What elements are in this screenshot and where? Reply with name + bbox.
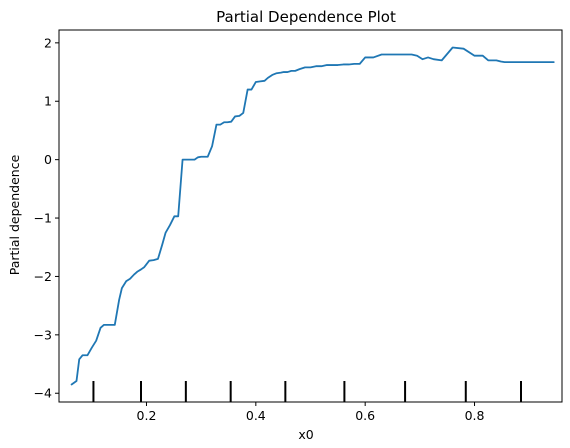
x-tick-label-2: 0.4 (246, 408, 266, 423)
chart-title: Partial Dependence Plot (216, 8, 396, 26)
y-tick-label-1: −4 (34, 386, 52, 401)
y-tick-label-7: 2 (44, 35, 52, 50)
y-tick-label-3: −2 (34, 269, 52, 284)
y-axis-label: Partial dependence (7, 154, 22, 275)
x-tick-label-4: 0.8 (465, 408, 485, 423)
x-axis-label: x0 (298, 427, 313, 442)
x-tick-label-1: 0.2 (137, 408, 157, 423)
x-tick-label-3: 0.6 (355, 408, 375, 423)
plot-frame (58, 29, 563, 403)
y-tick-label-6: 1 (44, 94, 52, 109)
y-tick-label-4: −1 (34, 211, 52, 226)
plot-area: 0.2 0.4 0.6 0.8 −4 −3 −2 −1 0 1 2 (34, 29, 563, 423)
y-tick-label-2: −3 (34, 327, 52, 342)
series-line-1 (70, 46, 555, 386)
y-tick-label-5: 0 (44, 152, 52, 167)
